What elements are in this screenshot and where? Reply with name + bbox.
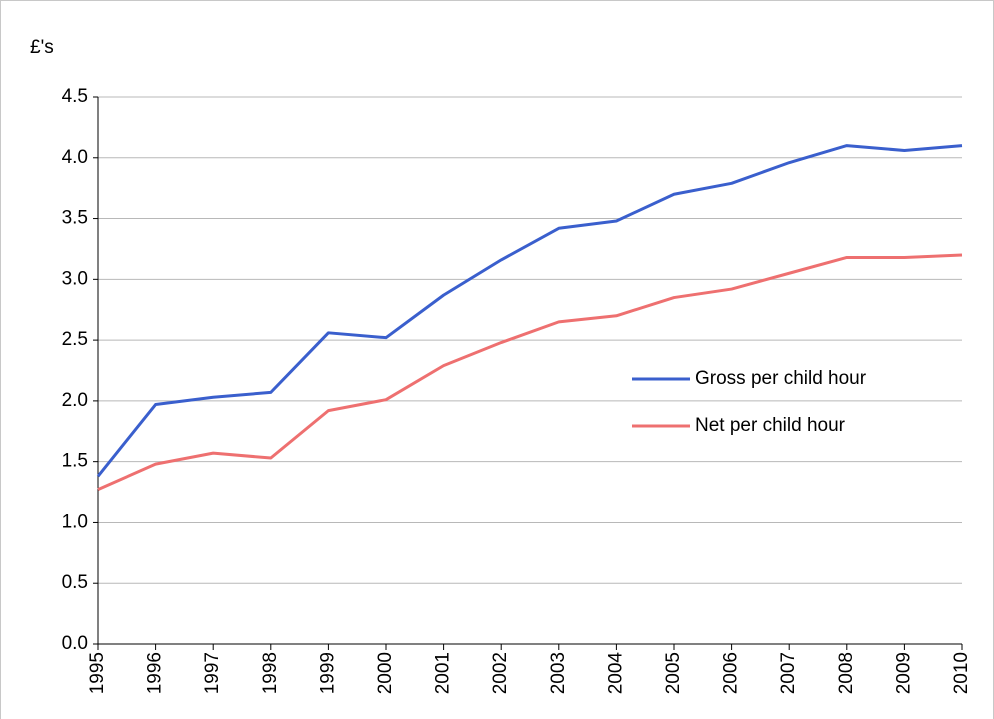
y-tick-label: 3.0 <box>62 268 88 289</box>
x-tick-label: 1998 <box>260 652 281 694</box>
y-tick-label: 1.0 <box>62 511 88 532</box>
x-tick-label: 2006 <box>721 652 742 694</box>
x-tick-label: 2002 <box>490 652 511 694</box>
y-tick-label: 3.5 <box>62 208 88 229</box>
legend-label: Gross per child hour <box>695 368 867 389</box>
y-tick-label: 2.5 <box>62 329 88 350</box>
x-tick-label: 2009 <box>893 652 914 694</box>
data-line <box>96 144 963 478</box>
x-tick-label: 1995 <box>87 652 108 694</box>
y-tick-label: 2.0 <box>62 390 88 411</box>
y-tick-label: 0.0 <box>62 633 88 654</box>
x-tick-label: 1997 <box>202 652 223 694</box>
y-tick-label: 0.5 <box>62 572 88 593</box>
y-tick-label: 4.0 <box>62 147 88 168</box>
x-tick-label: 2004 <box>605 652 626 695</box>
y-axis-label: £'s <box>30 37 54 58</box>
data-line <box>97 253 963 491</box>
x-tick-label: 2005 <box>663 652 684 694</box>
y-tick-label: 1.5 <box>62 451 88 472</box>
x-tick-label: 1999 <box>317 652 338 694</box>
x-tick-label: 2003 <box>548 652 569 694</box>
x-tick-label: 2007 <box>778 652 799 694</box>
x-tick-label: 1996 <box>145 652 166 694</box>
x-tick-label: 2001 <box>433 652 454 694</box>
x-tick-label: 2000 <box>375 652 396 694</box>
x-tick-label: 2010 <box>951 652 972 694</box>
y-tick-label: 4.5 <box>62 86 88 107</box>
legend-label: Net per child hour <box>695 415 846 436</box>
x-tick-label: 2008 <box>836 652 857 694</box>
